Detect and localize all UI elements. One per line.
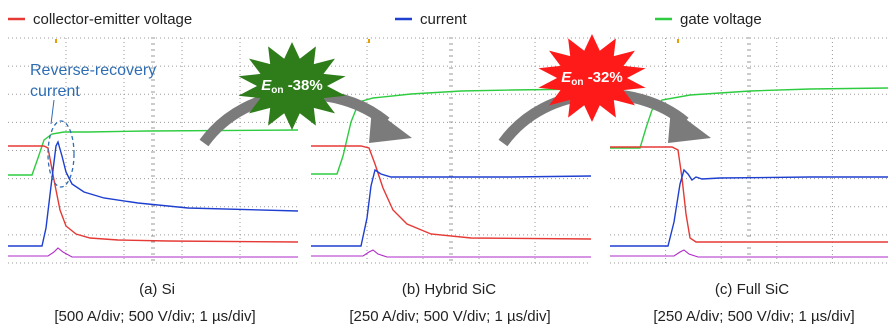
annotation-line-2: current	[30, 83, 80, 100]
panel-full-sic	[610, 37, 889, 264]
legend-label-vce: collector-emitter voltage	[33, 11, 192, 28]
burst-shape-2	[538, 34, 646, 122]
burst-shape-1	[238, 42, 346, 130]
panel-si-gate-trace	[8, 129, 299, 176]
panel-si-vce-trace	[8, 145, 299, 243]
burst-sub-2: on	[571, 77, 583, 88]
burst-label-2: Eon -32%	[561, 69, 622, 88]
panel-full-sic-current-trace	[610, 168, 888, 247]
arrow-hybrid-to-full-head	[668, 108, 711, 143]
panel-full-sic-tail-trace	[610, 249, 888, 258]
burst-eon-hybrid-to-full: Eon -32%	[538, 34, 646, 122]
legend-label-current: current	[420, 11, 468, 28]
burst-eon-si-to-hybrid: Eon -38%	[238, 42, 346, 130]
panel-si-grid	[8, 37, 298, 264]
legend-label-gate: gate voltage	[680, 11, 762, 28]
scale-panel-c: [250 A/div; 500 V/div; 1 µs/div]	[653, 308, 854, 325]
panel-hybrid-sic-grid	[311, 37, 591, 264]
panel-si-tail-trace	[8, 247, 298, 258]
caption-panel-b: (b) Hybrid SiC	[402, 281, 496, 298]
arrow-si-to-hybrid-head	[369, 108, 412, 143]
panel-hybrid-sic-gate-trace	[311, 88, 592, 175]
annotation-line-1: Reverse-recovery	[30, 62, 156, 79]
burst-value-1: -38%	[288, 77, 323, 94]
burst-value-2: -32%	[588, 69, 623, 86]
panel-full-sic-gate-trace	[610, 87, 889, 149]
panel-full-sic-vce-trace	[610, 146, 888, 243]
burst-symbol-2: E	[561, 69, 572, 86]
caption-panel-a: (a) Si	[139, 281, 175, 298]
panel-hybrid-sic-vce-trace	[311, 145, 592, 240]
caption-panel-c: (c) Full SiC	[715, 281, 789, 298]
reverse-recovery-ellipse	[47, 120, 75, 188]
panel-hybrid-sic-tail-trace	[311, 249, 591, 258]
annotation-pointer	[50, 99, 55, 125]
panel-hybrid-sic	[311, 37, 592, 264]
panel-full-sic-grid	[610, 37, 888, 264]
legend: collector-emitter voltage current gate v…	[8, 11, 762, 28]
scale-panel-a: [500 A/div; 500 V/div; 1 µs/div]	[54, 308, 255, 325]
burst-symbol-1: E	[261, 77, 272, 94]
panel-hybrid-sic-current-trace	[311, 168, 592, 247]
panel-si	[8, 37, 299, 264]
panel-si-current-trace	[8, 140, 299, 247]
scale-panel-b: [250 A/div; 500 V/div; 1 µs/div]	[349, 308, 550, 325]
burst-label-1: Eon -38%	[261, 77, 322, 96]
burst-sub-1: on	[271, 85, 283, 96]
